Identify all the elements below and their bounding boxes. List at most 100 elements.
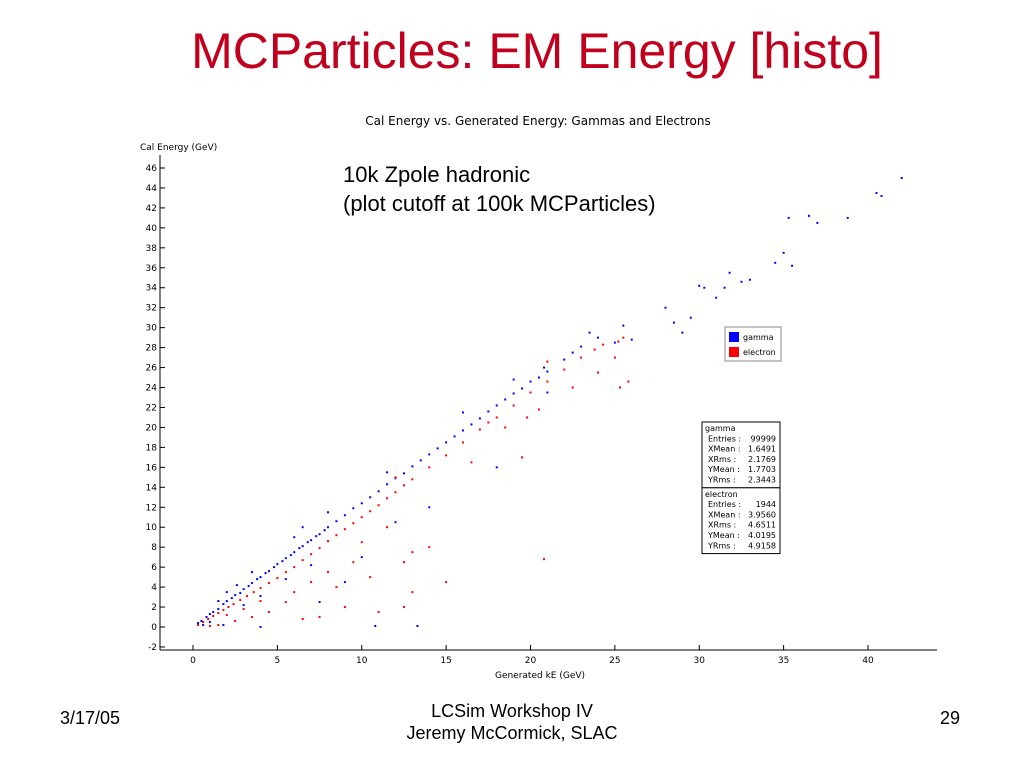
gamma-point bbox=[293, 551, 296, 554]
electron-point bbox=[402, 561, 405, 564]
electron-point bbox=[617, 340, 620, 343]
y-tick-label: 32 bbox=[146, 304, 157, 314]
gamma-point bbox=[487, 410, 490, 413]
gamma-point bbox=[267, 570, 270, 573]
legend: gamma electron bbox=[724, 326, 782, 362]
electron-point bbox=[335, 534, 338, 537]
gamma-point bbox=[436, 447, 439, 450]
gamma-point bbox=[537, 376, 540, 379]
gamma-point bbox=[411, 465, 414, 468]
electron-point bbox=[207, 618, 210, 621]
gamma-point bbox=[374, 625, 377, 628]
electron-point bbox=[284, 601, 287, 604]
stats-title-electron: electron bbox=[705, 490, 738, 499]
y-tick-label: 42 bbox=[146, 204, 157, 214]
gamma-point bbox=[306, 541, 309, 544]
gamma-point bbox=[875, 191, 878, 194]
electron-point bbox=[394, 491, 397, 494]
y-tick-label: 10 bbox=[146, 523, 158, 533]
electron-point bbox=[571, 386, 574, 389]
gamma-point bbox=[597, 336, 599, 339]
gamma-point bbox=[470, 423, 473, 426]
y-tick-label: 34 bbox=[146, 284, 158, 294]
stats-label: XMean : bbox=[708, 510, 741, 519]
electron-point bbox=[232, 603, 235, 606]
electron-point bbox=[411, 478, 414, 481]
gamma-point bbox=[698, 284, 701, 287]
y-tick-label: 28 bbox=[146, 344, 158, 354]
gamma-point bbox=[369, 496, 372, 499]
gamma-point bbox=[276, 563, 279, 566]
gamma-point bbox=[323, 529, 326, 532]
gamma-point bbox=[256, 578, 259, 581]
gamma-point bbox=[273, 566, 275, 569]
gamma-point bbox=[546, 370, 549, 373]
gamma-point bbox=[419, 459, 422, 462]
x-tick-label: 30 bbox=[694, 656, 706, 666]
gamma-point bbox=[298, 547, 301, 550]
gamma-point bbox=[343, 581, 346, 584]
electron-point bbox=[276, 577, 279, 580]
gamma-point bbox=[281, 560, 284, 563]
electron-point bbox=[202, 621, 205, 624]
electron-point bbox=[318, 616, 321, 619]
electron-point bbox=[462, 441, 464, 444]
gamma-point bbox=[234, 594, 237, 597]
gamma-point bbox=[315, 535, 318, 538]
gamma-point bbox=[208, 621, 211, 624]
y-tick-label: 0 bbox=[151, 623, 157, 633]
electron-point bbox=[526, 416, 529, 419]
gamma-point bbox=[251, 582, 254, 585]
y-tick-label: 4 bbox=[151, 583, 157, 593]
y-axis-title: Cal Energy (GeV) bbox=[140, 143, 217, 153]
electron-point bbox=[301, 618, 304, 621]
y-tick-label: 24 bbox=[146, 384, 158, 394]
electron-point bbox=[495, 416, 498, 419]
electron-point bbox=[402, 484, 405, 487]
electron-point bbox=[267, 582, 270, 585]
gamma-point bbox=[247, 585, 250, 588]
gamma-point bbox=[222, 603, 225, 606]
electron-point bbox=[580, 356, 583, 359]
electron-point bbox=[369, 510, 372, 513]
legend-swatch-gamma bbox=[729, 332, 739, 342]
gamma-point bbox=[462, 429, 464, 432]
stats-value: 4.6511 bbox=[748, 521, 776, 530]
gamma-point bbox=[630, 338, 633, 341]
y-tick-label: 8 bbox=[151, 543, 157, 553]
gamma-point bbox=[681, 331, 684, 334]
series-gamma bbox=[197, 176, 903, 628]
gamma-point bbox=[816, 221, 819, 224]
x-tick-label: 0 bbox=[190, 656, 196, 666]
y-tick-label: 6 bbox=[151, 563, 157, 573]
electron-point bbox=[602, 343, 605, 346]
gamma-point bbox=[284, 557, 287, 560]
electron-point bbox=[239, 599, 242, 602]
electron-point bbox=[327, 571, 329, 574]
electron-point bbox=[613, 356, 616, 359]
electron-point bbox=[377, 611, 380, 614]
stats-value: 99999 bbox=[751, 434, 776, 443]
gamma-point bbox=[880, 194, 883, 197]
scatter-chart: Cal Energy vs. Generated Energy: Gammas … bbox=[140, 114, 937, 681]
legend-swatch-electron bbox=[729, 347, 739, 357]
stats-value: 1944 bbox=[756, 500, 776, 509]
electron-point bbox=[227, 606, 230, 609]
series-electron bbox=[197, 336, 630, 628]
electron-point bbox=[293, 566, 296, 569]
gamma-point bbox=[222, 624, 225, 627]
x-tick-label: 40 bbox=[862, 656, 874, 666]
electron-point bbox=[352, 522, 355, 525]
electron-point bbox=[597, 371, 599, 374]
stats-label: XRms : bbox=[708, 455, 736, 464]
gamma-point bbox=[394, 521, 397, 524]
electron-point bbox=[310, 553, 313, 556]
gamma-point bbox=[748, 278, 751, 281]
electron-point bbox=[222, 609, 225, 612]
stats-value: 1.7703 bbox=[748, 465, 776, 474]
gamma-point bbox=[239, 592, 242, 595]
electron-point bbox=[478, 428, 481, 431]
electron-point bbox=[335, 586, 338, 589]
gamma-point bbox=[689, 316, 692, 319]
